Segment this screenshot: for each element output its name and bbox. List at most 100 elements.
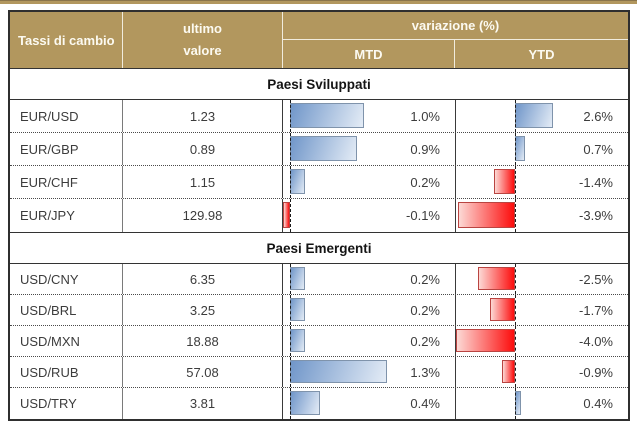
mtd-cell: 0.2% [283,295,456,325]
last-value-cell: 18.88 [123,326,283,356]
top-gold-strip [0,0,637,4]
header-mtd-label: MTD [283,40,455,68]
mtd-value-label: 0.2% [410,174,440,190]
ytd-cell: 2.6% [456,100,628,132]
pair-cell: USD/TRY [10,388,123,419]
zero-axis-line [290,166,291,198]
ytd-value-label: -1.4% [579,174,613,190]
ytd-cell: 0.4% [456,388,628,419]
ytd-cell: -0.9% [456,357,628,387]
mtd-value-label: 1.0% [410,108,440,124]
table-row: EUR/JPY 129.98 -0.1% -3.9% [10,199,628,232]
last-value-cell: 6.35 [123,264,283,294]
positive-bar [290,298,305,321]
negative-bar [494,169,515,194]
pair-cell: EUR/GBP [10,133,123,165]
mtd-cell: 1.3% [283,357,456,387]
mtd-cell: -0.1% [283,199,456,232]
mtd-bar-chart [283,133,387,165]
mtd-value-label: 0.2% [410,333,440,349]
zero-axis-line [290,133,291,165]
zero-axis-line [515,133,516,165]
zero-axis-line [515,166,516,198]
zero-axis-line [290,264,291,294]
ytd-cell: -3.9% [456,199,628,232]
negative-bar [458,202,515,228]
header-last-value-column: ultimo valore [123,12,283,68]
ytd-cell: -1.7% [456,295,628,325]
ytd-value-label: -2.5% [579,271,613,287]
table-body: Paesi Sviluppati EUR/USD 1.23 1.0% 2.6% EUR/G… [10,68,628,419]
negative-bar [502,360,515,383]
last-value-cell: 0.89 [123,133,283,165]
header-ytd-label: YTD [528,46,555,62]
mtd-cell: 0.2% [283,166,456,198]
ytd-value-label: -1.7% [579,302,613,318]
ytd-value-label: -4.0% [579,333,613,349]
table-row: USD/TRY 3.81 0.4% 0.4% [10,388,628,419]
ytd-bar-chart [456,295,553,325]
ytd-value-label: 2.6% [583,108,613,124]
ytd-bar-chart [456,133,553,165]
pair-cell: EUR/JPY [10,199,123,232]
mtd-cell: 0.4% [283,388,456,419]
mtd-value-label: 1.3% [410,364,440,380]
ytd-bar-chart [456,326,553,356]
mtd-value-label: 0.2% [410,302,440,318]
zero-axis-line [515,264,516,294]
pair-cell: USD/RUB [10,357,123,387]
table-row: USD/RUB 57.08 1.3% -0.9% [10,357,628,388]
zero-axis-line [290,100,291,132]
ytd-bar-chart [456,388,553,419]
section-header: Paesi Emergenti [10,232,628,264]
ytd-value-label: 0.7% [583,141,613,157]
zero-axis-line [515,326,516,356]
ytd-value-label: 0.4% [583,396,613,411]
mtd-bar-chart [283,357,387,387]
table-row: EUR/CHF 1.15 0.2% -1.4% [10,166,628,199]
header-variation-group: variazione (%) MTD YTD [283,12,628,68]
mtd-bar-chart [283,100,387,132]
positive-bar [290,360,387,383]
mtd-value-label: 0.2% [410,271,440,287]
pair-cell: USD/BRL [10,295,123,325]
last-value-cell: 129.98 [123,199,283,232]
positive-bar [290,169,305,194]
mtd-value-label: -0.1% [406,208,440,223]
mtd-bar-chart [283,388,387,419]
zero-axis-line [290,199,291,232]
positive-bar [290,267,305,290]
positive-bar [515,103,553,128]
last-value-cell: 57.08 [123,357,283,387]
header-value-line2: valore [183,42,222,58]
last-value-cell: 1.15 [123,166,283,198]
table-row: EUR/USD 1.23 1.0% 2.6% [10,100,628,133]
positive-bar [290,136,357,161]
mtd-bar-chart [283,326,387,356]
zero-axis-line [515,199,516,232]
header-value-line1: ultimo [183,21,222,37]
table-row: USD/BRL 3.25 0.2% -1.7% [10,295,628,326]
table-header: Tassi di cambio ultimo valore variazione… [10,12,628,68]
mtd-bar-chart [283,199,387,232]
negative-bar [478,267,515,290]
ytd-value-label: -0.9% [579,364,613,380]
section-header: Paesi Sviluppati [10,68,628,100]
ytd-cell: 0.7% [456,133,628,165]
zero-axis-line [290,326,291,356]
zero-axis-line [290,295,291,325]
positive-bar [290,103,364,128]
mtd-cell: 0.2% [283,264,456,294]
ytd-bar-chart [456,199,553,232]
mtd-cell: 0.2% [283,326,456,356]
last-value-cell: 3.81 [123,388,283,419]
mtd-cell: 1.0% [283,100,456,132]
ytd-cell: -2.5% [456,264,628,294]
mtd-value-label: 0.9% [410,141,440,157]
positive-bar [290,329,305,352]
zero-axis-line [290,357,291,387]
mtd-bar-chart [283,264,387,294]
ytd-bar-chart [456,100,553,132]
zero-axis-line [290,388,291,419]
ytd-value-label: -3.9% [579,208,613,223]
